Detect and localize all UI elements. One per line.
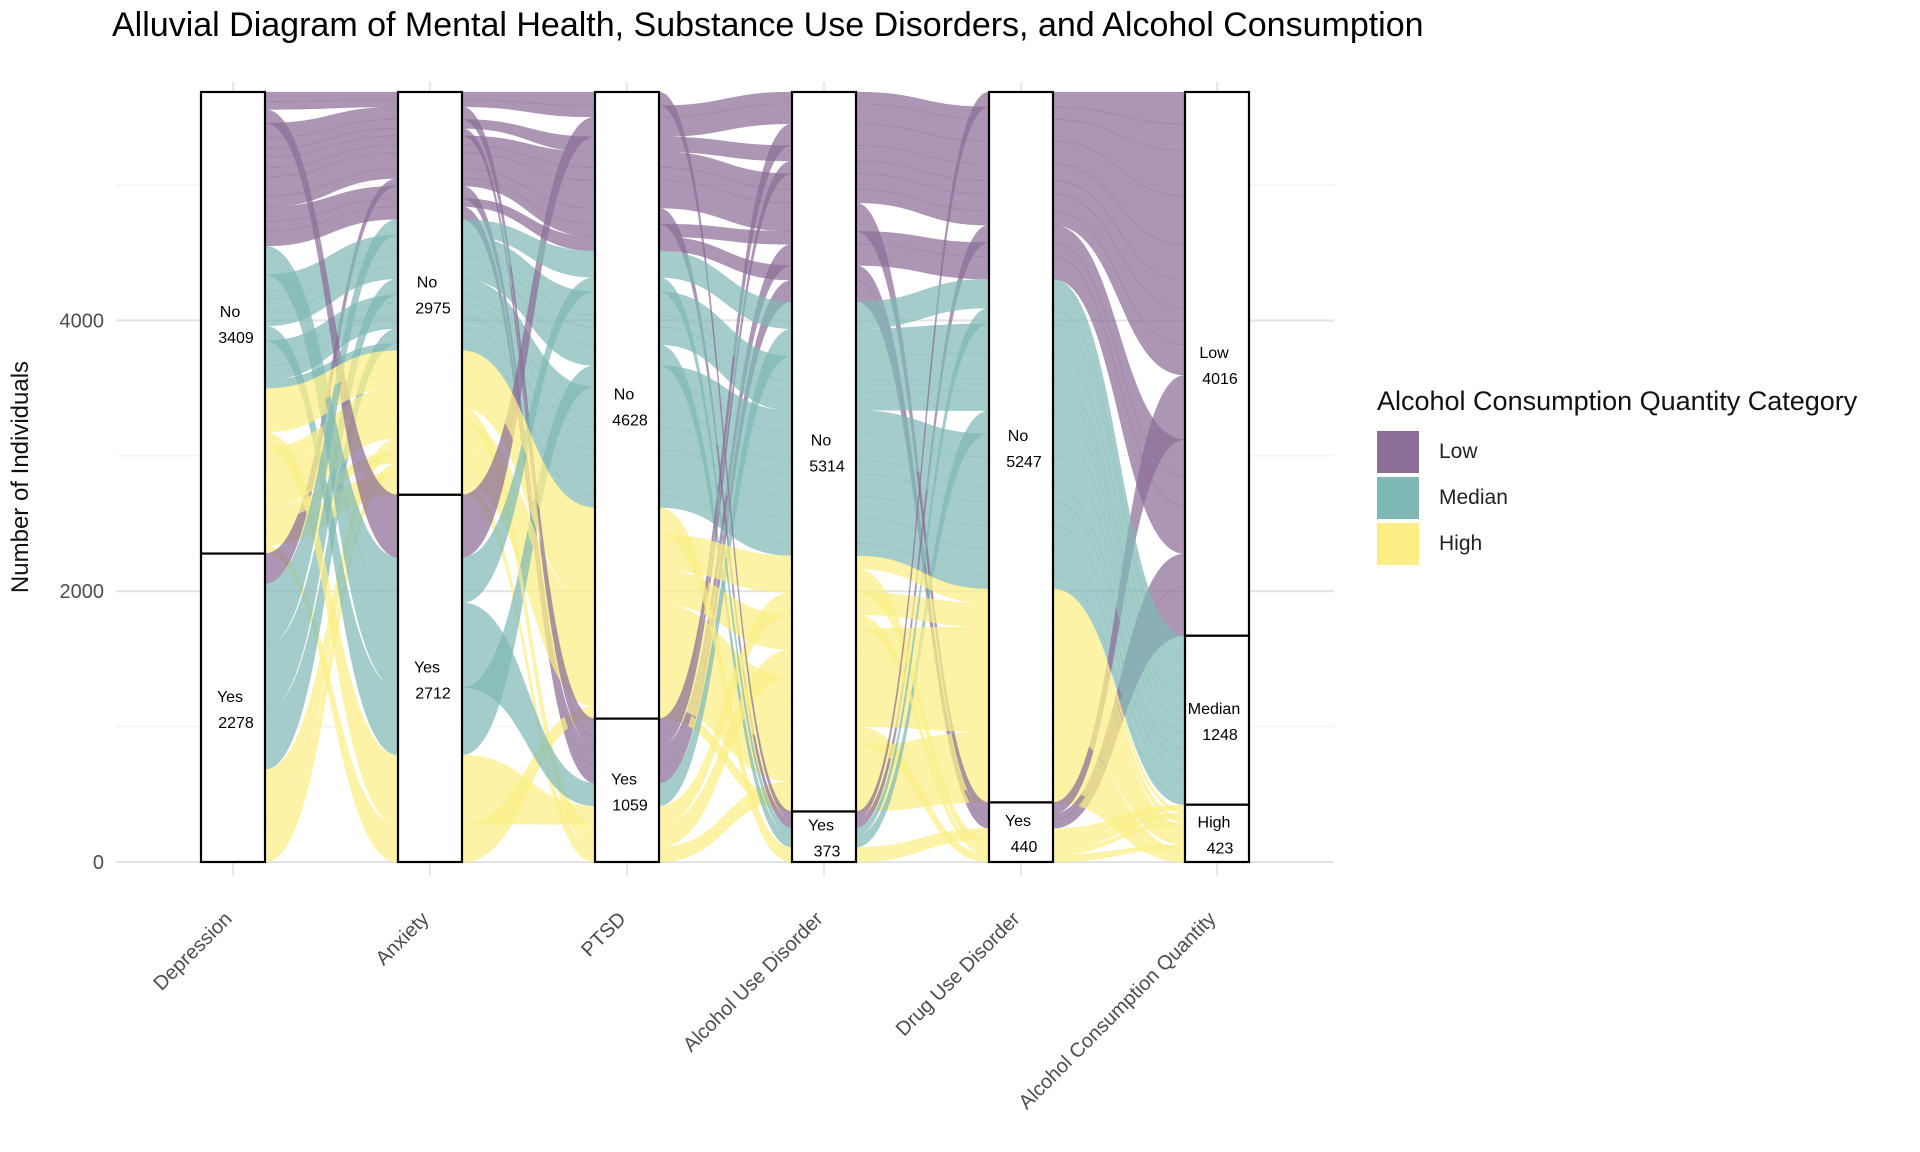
- y-tick-label: 2000: [60, 581, 105, 603]
- flow-band-median: [855, 378, 990, 393]
- legend-key-low: [1377, 431, 1419, 473]
- legend-label-median: Median: [1439, 486, 1508, 509]
- stratum-label: Yes: [217, 689, 243, 706]
- stratum-label: Yes: [808, 818, 834, 835]
- stratum-count: 423: [1207, 840, 1234, 857]
- stratum-label: No: [1008, 428, 1029, 445]
- stratum-count: 5314: [809, 459, 845, 476]
- flow-band-high: [855, 676, 990, 707]
- stratum-count: 373: [814, 844, 841, 861]
- y-axis-title: Number of Individuals: [7, 361, 34, 593]
- legend-item-low: Low: [1377, 429, 1857, 475]
- stratum-box: [790, 90, 858, 813]
- x-tick-label: PTSD: [577, 908, 630, 961]
- stratum-box: [987, 801, 1055, 864]
- stratum-box: [790, 810, 858, 864]
- legend-title: Alcohol Consumption Quantity Category: [1377, 386, 1858, 416]
- stratum-count: 3409: [218, 330, 254, 347]
- flow-band-high: [855, 649, 990, 679]
- stratum-label: Yes: [611, 771, 637, 788]
- stratum-box: [199, 90, 267, 555]
- stratum-label: Low: [1199, 345, 1229, 362]
- stratum-box: [1183, 803, 1251, 864]
- x-tick-label: Drug Use Disorder: [892, 908, 1025, 1041]
- stratum-label: Yes: [414, 659, 440, 676]
- stratum-box: [1183, 634, 1251, 806]
- stratum-count: 2975: [415, 300, 451, 317]
- stratum-count: 5247: [1006, 454, 1042, 471]
- stratum-box: [199, 552, 267, 864]
- x-tick-label: Alcohol Consumption Quantity: [1015, 908, 1221, 1114]
- stratum-label: No: [614, 386, 635, 403]
- stratum-label: No: [220, 304, 241, 321]
- legend: Alcohol Consumption Quantity Category Lo…: [1377, 386, 1857, 567]
- flow-layer: [264, 91, 1186, 863]
- stratum-box: [987, 90, 1055, 804]
- legend-key-high: [1377, 523, 1419, 565]
- flow-band-low: [264, 91, 399, 102]
- legend-item-high: High: [1377, 521, 1857, 567]
- legend-key-median: [1377, 477, 1419, 519]
- flow-band-median: [855, 352, 990, 381]
- stratum-box: [1183, 90, 1251, 637]
- chart-title: Alluvial Diagram of Mental Health, Subst…: [112, 6, 1424, 44]
- x-tick-label: Alcohol Use Disorder: [679, 908, 828, 1057]
- stratum-label: Yes: [1005, 813, 1031, 830]
- stratum-count: 1059: [612, 797, 648, 814]
- flow-band-median: [855, 391, 990, 412]
- stratum-label: High: [1198, 814, 1231, 831]
- y-tick-label: 4000: [60, 310, 105, 332]
- stratum-count: 2712: [415, 685, 451, 702]
- stratum-box: [396, 493, 464, 864]
- stratum-count: 1248: [1202, 727, 1238, 744]
- x-tick-label: Depression: [149, 908, 236, 995]
- stratum-layer: No 3409 Yes 2278 No 2975 Yes 2712 No 4628 Yes 1059 N…: [199, 90, 1251, 864]
- stratum-label: No: [811, 433, 832, 450]
- legend-item-median: Median: [1377, 475, 1857, 521]
- legend-label-high: High: [1439, 532, 1483, 555]
- stratum-label: No: [417, 274, 438, 291]
- stratum-box: [593, 717, 661, 864]
- stratum-count: 4628: [612, 412, 648, 429]
- stratum-box: [593, 90, 661, 720]
- stratum-count: 4016: [1202, 371, 1238, 388]
- x-tick-label: Anxiety: [372, 908, 434, 970]
- stratum-box: [396, 90, 464, 496]
- stratum-count: 2278: [218, 715, 254, 732]
- legend-label-low: Low: [1439, 440, 1478, 463]
- stratum-label: Median: [1188, 701, 1240, 718]
- stratum-count: 440: [1011, 839, 1038, 856]
- y-tick-label: 0: [93, 852, 104, 874]
